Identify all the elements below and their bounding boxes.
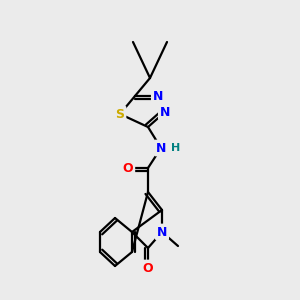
Text: N: N: [156, 142, 166, 154]
Text: O: O: [143, 262, 153, 275]
Text: O: O: [123, 161, 133, 175]
Text: N: N: [157, 226, 167, 238]
Text: H: H: [171, 143, 180, 153]
Text: N: N: [160, 106, 170, 118]
Text: S: S: [116, 107, 124, 121]
Text: N: N: [153, 89, 163, 103]
